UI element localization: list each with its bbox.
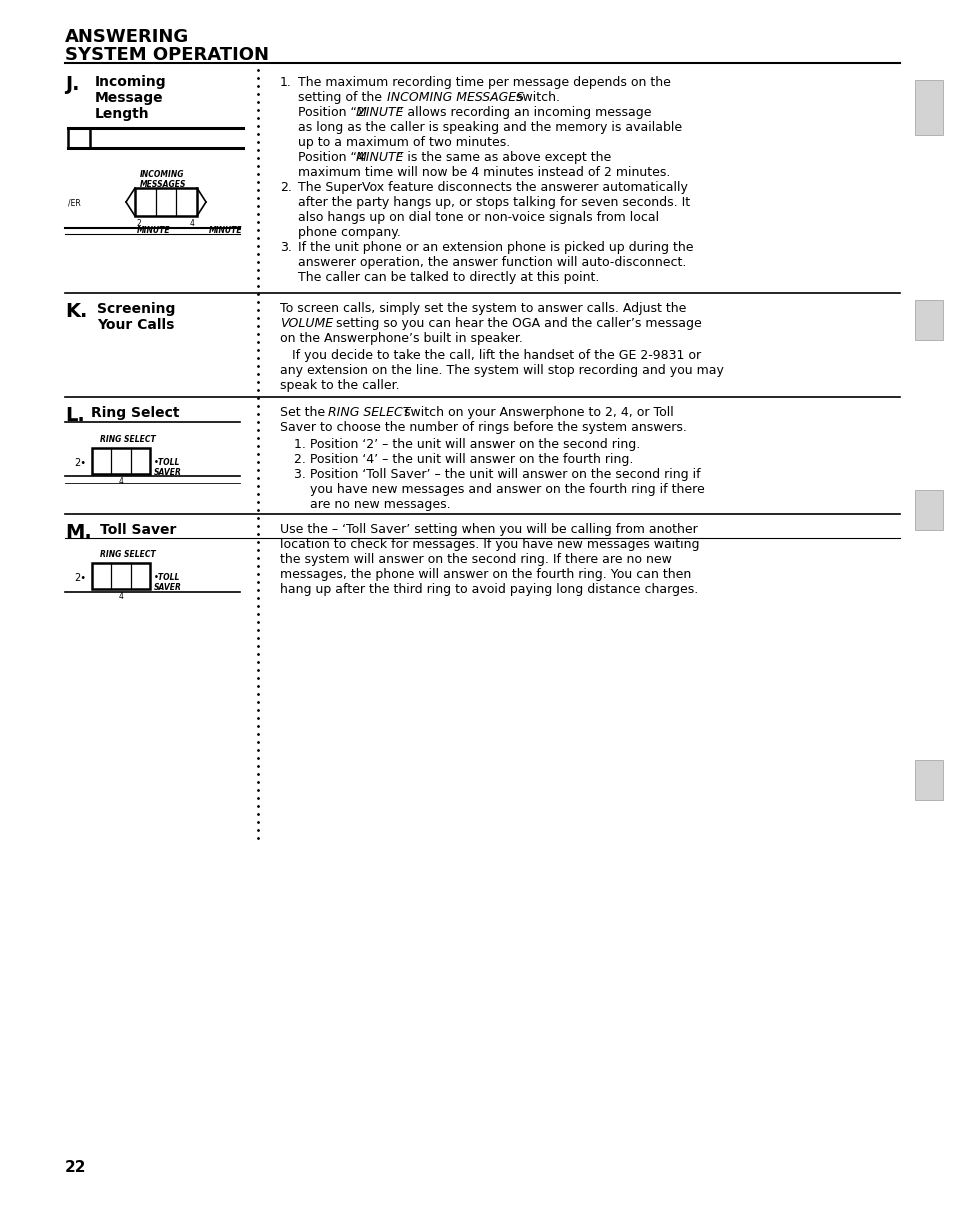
Text: INCOMING
MESSAGES: INCOMING MESSAGES [140, 170, 186, 190]
Text: 3.: 3. [280, 241, 292, 254]
Text: as long as the caller is speaking and the memory is available: as long as the caller is speaking and th… [297, 121, 681, 134]
Text: 2•: 2• [74, 573, 86, 583]
Text: answerer operation, the answer function will auto-disconnect.: answerer operation, the answer function … [297, 256, 685, 269]
Text: •TOLL
SAVER: •TOLL SAVER [153, 458, 182, 477]
Text: The SuperVox feature disconnects the answerer automatically: The SuperVox feature disconnects the ans… [297, 181, 687, 193]
Text: 4: 4 [118, 477, 123, 485]
Text: are no new messages.: are no new messages. [310, 498, 450, 511]
Text: up to a maximum of two minutes.: up to a maximum of two minutes. [297, 136, 510, 149]
Text: To screen calls, simply set the system to answer calls. Adjust the: To screen calls, simply set the system t… [280, 302, 685, 315]
Text: Position “4: Position “4 [297, 152, 369, 164]
Text: 22: 22 [65, 1161, 87, 1175]
Text: MINUTE: MINUTE [355, 152, 404, 164]
Text: Incoming: Incoming [95, 75, 167, 89]
Text: Screening: Screening [97, 302, 175, 315]
Text: 3. Position ‘Toll Saver’ – the unit will answer on the second ring if: 3. Position ‘Toll Saver’ – the unit will… [294, 468, 700, 480]
FancyBboxPatch shape [135, 188, 196, 216]
Text: any extension on the line. The system will stop recording and you may: any extension on the line. The system wi… [280, 363, 723, 377]
Text: Set the: Set the [280, 407, 329, 419]
Text: switch.: switch. [512, 91, 559, 103]
Text: K.: K. [65, 302, 88, 322]
FancyBboxPatch shape [914, 760, 942, 800]
Text: If you decide to take the call, lift the handset of the GE 2-9831 or: If you decide to take the call, lift the… [292, 349, 700, 362]
Text: 2. Position ‘4’ – the unit will answer on the fourth ring.: 2. Position ‘4’ – the unit will answer o… [294, 453, 633, 466]
Text: •TOLL
SAVER: •TOLL SAVER [153, 573, 182, 591]
Text: also hangs up on dial tone or non-voice signals from local: also hangs up on dial tone or non-voice … [297, 211, 659, 224]
Text: Toll Saver: Toll Saver [100, 524, 176, 537]
Text: 4: 4 [190, 219, 194, 228]
Text: speak to the caller.: speak to the caller. [280, 379, 399, 392]
FancyBboxPatch shape [914, 301, 942, 340]
Text: setting so you can hear the OGA and the caller’s message: setting so you can hear the OGA and the … [332, 317, 701, 330]
FancyBboxPatch shape [914, 490, 942, 530]
Text: Ring Select: Ring Select [91, 407, 179, 420]
FancyBboxPatch shape [91, 563, 150, 589]
Text: If the unit phone or an extension phone is picked up during the: If the unit phone or an extension phone … [297, 241, 693, 254]
Text: The caller can be talked to directly at this point.: The caller can be talked to directly at … [297, 271, 598, 285]
Text: 1.: 1. [280, 76, 292, 89]
Text: Length: Length [95, 107, 150, 121]
Text: MINUTE: MINUTE [137, 225, 171, 235]
Text: ” is the same as above except the: ” is the same as above except the [396, 152, 611, 164]
Text: setting of the: setting of the [297, 91, 386, 103]
Text: VOLUME: VOLUME [280, 317, 333, 330]
Text: Your Calls: Your Calls [97, 318, 174, 331]
Text: Message: Message [95, 91, 164, 105]
Text: switch on your Answerphone to 2, 4, or Toll: switch on your Answerphone to 2, 4, or T… [399, 407, 673, 419]
Text: RING SELECT: RING SELECT [100, 549, 155, 559]
Text: 2.: 2. [280, 181, 292, 193]
FancyBboxPatch shape [91, 448, 150, 474]
Text: the system will answer on the second ring. If there are no new: the system will answer on the second rin… [280, 553, 671, 565]
Text: The maximum recording time per message depends on the: The maximum recording time per message d… [297, 76, 670, 89]
Text: 1. Position ‘2’ – the unit will answer on the second ring.: 1. Position ‘2’ – the unit will answer o… [294, 439, 639, 451]
Text: after the party hangs up, or stops talking for seven seconds. It: after the party hangs up, or stops talki… [297, 196, 689, 209]
FancyBboxPatch shape [914, 80, 942, 136]
Text: Use the – ‘Toll Saver’ setting when you will be calling from another: Use the – ‘Toll Saver’ setting when you … [280, 524, 697, 536]
Text: RING SELECT: RING SELECT [328, 407, 410, 419]
Text: location to check for messages. If you have new messages waiting: location to check for messages. If you h… [280, 538, 699, 551]
Text: SYSTEM OPERATION: SYSTEM OPERATION [65, 46, 269, 64]
Text: /ER: /ER [68, 198, 81, 207]
Text: you have new messages and answer on the fourth ring if there: you have new messages and answer on the … [310, 483, 704, 496]
Text: J.: J. [65, 75, 79, 94]
Text: Saver to choose the number of rings before the system answers.: Saver to choose the number of rings befo… [280, 421, 686, 434]
Text: maximum time will now be 4 minutes instead of 2 minutes.: maximum time will now be 4 minutes inste… [297, 166, 670, 179]
Text: M.: M. [65, 524, 91, 542]
Text: RING SELECT: RING SELECT [100, 435, 155, 444]
Text: messages, the phone will answer on the fourth ring. You can then: messages, the phone will answer on the f… [280, 568, 691, 582]
Text: ANSWERING: ANSWERING [65, 28, 189, 46]
Text: 2•: 2• [74, 458, 86, 468]
Text: L.: L. [65, 407, 85, 425]
Text: Position “2: Position “2 [297, 106, 369, 120]
Text: ” allows recording an incoming message: ” allows recording an incoming message [396, 106, 651, 120]
FancyBboxPatch shape [68, 128, 90, 148]
Text: 4: 4 [118, 593, 123, 601]
Text: hang up after the third ring to avoid paying long distance charges.: hang up after the third ring to avoid pa… [280, 583, 698, 596]
Text: 2: 2 [137, 219, 142, 228]
Text: INCOMING MESSAGES: INCOMING MESSAGES [387, 91, 523, 103]
Text: phone company.: phone company. [297, 225, 400, 239]
Text: on the Answerphone’s built in speaker.: on the Answerphone’s built in speaker. [280, 331, 522, 345]
Text: MINUTE: MINUTE [355, 106, 404, 120]
Text: MINUTE: MINUTE [209, 225, 242, 235]
